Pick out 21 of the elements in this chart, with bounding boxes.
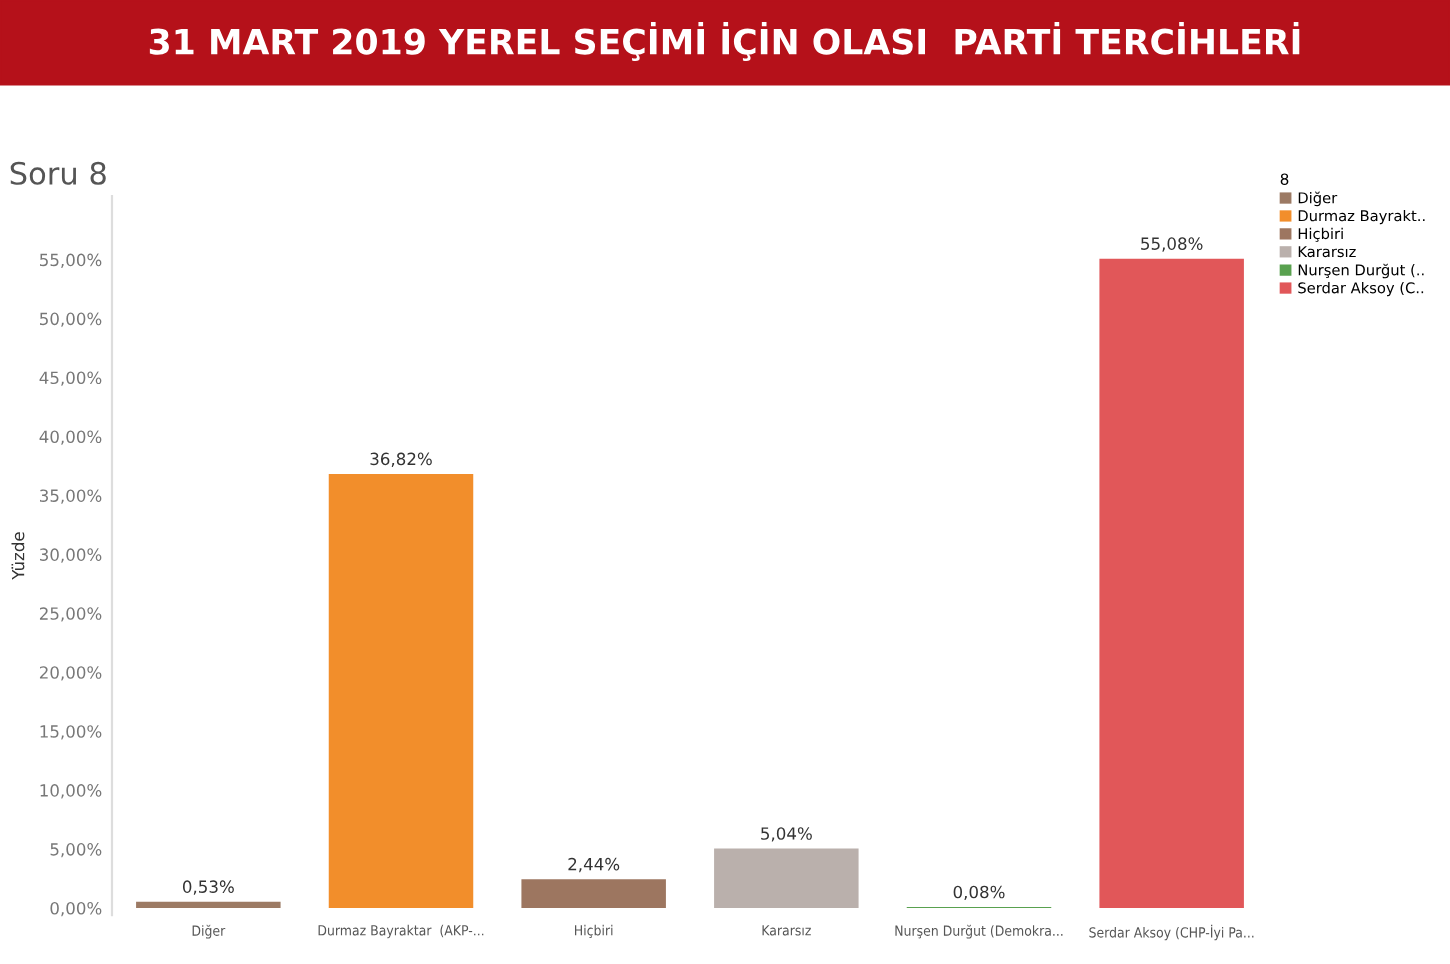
y-tick-label: 30,00% <box>40 548 102 563</box>
y-tick-label: 20,00% <box>39 666 102 681</box>
y-tick-label: 0,00% <box>50 901 102 917</box>
data-label: 55,08% <box>1141 237 1203 252</box>
y-tick-label: 50,00% <box>40 312 102 327</box>
y-tick-label: 25,00% <box>39 607 102 622</box>
y-tick-label: 15,00% <box>40 725 102 740</box>
y-axis-title: Yüzde <box>11 532 25 580</box>
y-tick-label: 10,00% <box>40 784 102 799</box>
data-label: 5,04% <box>761 827 812 842</box>
y-tick-label: 5,00% <box>50 843 102 858</box>
data-label: 0,08% <box>953 885 1005 900</box>
chart-title: 31 MART 2019 YEREL SEÇİMİ İÇİN OLASI PARTİ TERCİHLERİ <box>149 22 1300 62</box>
data-label: 0,53% <box>182 880 234 895</box>
chart-subtitle: Soru 8 <box>10 161 106 185</box>
data-label: 2,44% <box>568 857 620 873</box>
y-tick-label: 35,00% <box>40 489 102 504</box>
y-tick-label: 45,00% <box>39 371 102 386</box>
data-label: 36,82% <box>370 452 432 467</box>
y-tick-label: 40,00% <box>39 430 102 445</box>
y-tick-label: 55,00% <box>40 253 102 268</box>
